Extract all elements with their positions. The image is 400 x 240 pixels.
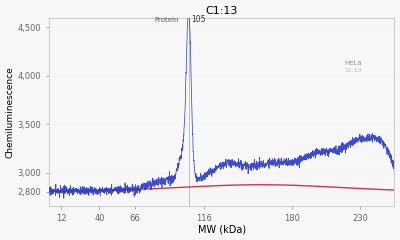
Text: 105: 105: [192, 15, 206, 24]
Title: C1:13: C1:13: [205, 6, 238, 16]
Text: 11:13: 11:13: [344, 68, 362, 73]
Y-axis label: Chemiluminescence: Chemiluminescence: [6, 66, 14, 158]
Text: Protein: Protein: [154, 17, 179, 23]
Text: HeLa: HeLa: [344, 60, 362, 66]
X-axis label: MW (kDa): MW (kDa): [198, 224, 246, 234]
